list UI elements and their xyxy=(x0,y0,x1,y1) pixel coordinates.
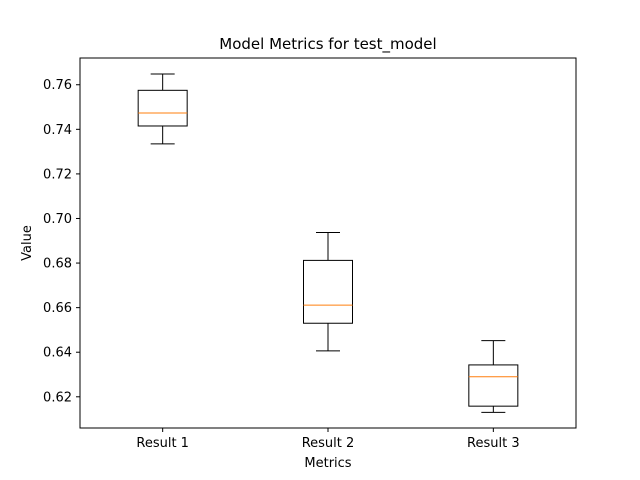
box-2 xyxy=(303,232,353,352)
x-tick-label: Result 3 xyxy=(467,436,520,451)
y-tick-label: 0.72 xyxy=(43,167,72,182)
y-axis-label: Value xyxy=(20,225,35,261)
iqr-box xyxy=(468,364,519,407)
x-tick-label: Result 1 xyxy=(136,436,189,451)
y-tick-label: 0.68 xyxy=(43,257,72,272)
x-tick-label: Result 2 xyxy=(302,436,355,451)
y-tick-label: 0.66 xyxy=(43,301,72,316)
x-axis: Result 1 Result 2 Result 3 xyxy=(136,428,520,451)
boxplot-series xyxy=(137,73,519,413)
iqr-box xyxy=(137,89,188,127)
chart-title: Model Metrics for test_model xyxy=(219,35,436,54)
y-tick-label: 0.62 xyxy=(43,390,72,405)
y-axis: 0.62 0.64 0.66 0.68 0.70 0.72 0.74 0.76 xyxy=(43,78,80,405)
box-3 xyxy=(468,340,519,413)
y-tick-label: 0.76 xyxy=(43,78,72,93)
y-tick-label: 0.64 xyxy=(43,346,72,361)
box-1 xyxy=(137,73,188,145)
y-tick-label: 0.70 xyxy=(43,212,72,227)
iqr-box xyxy=(303,259,353,324)
y-tick-label: 0.74 xyxy=(43,123,72,138)
x-axis-label: Metrics xyxy=(304,456,351,471)
